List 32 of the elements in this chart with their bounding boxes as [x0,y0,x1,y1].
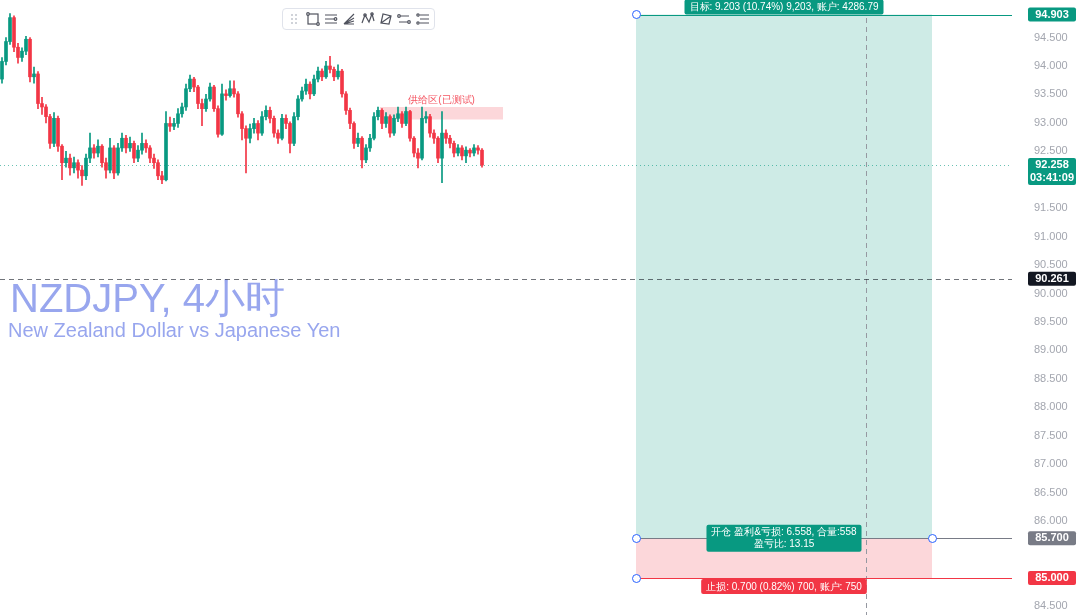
band-label: 目标: 9.203 (10.74%) 9,203, 账户: 4286.79 [689,1,879,13]
y-tick-label: 87.500 [1034,428,1068,441]
ref-line-label: 94.903 [1035,7,1069,20]
y-tick-label: 94.000 [1034,59,1068,72]
y-tick-label: 86.000 [1034,514,1068,527]
ref-line-label: 85.700 [1035,531,1069,544]
y-tick-label: 93.500 [1034,87,1068,100]
y-tick-label: 88.500 [1034,371,1068,384]
y-tick-label: 91.000 [1034,229,1068,242]
band-label: 供给区(已测试) [408,93,475,105]
annotation: 开仓 盈利&亏损: 6.558, 合量:558 [711,526,857,538]
y-tick-label: 89.000 [1034,343,1068,356]
y-tick-label: 92.500 [1034,144,1068,157]
y-tick-label: 89.500 [1034,315,1068,328]
y-tick-label: 91.500 [1034,201,1068,214]
candlestick [32,66,36,84]
y-tick-label: 86.500 [1034,485,1068,498]
text: New Zealand Dollar vs Japanese Yen [8,319,341,341]
y-tick-label: 90.500 [1034,258,1068,271]
y-tick-label: 94.500 [1034,30,1068,43]
annotation: 盈亏比: 13.15 [753,538,815,550]
ref-line-label: 85.000 [1035,571,1069,584]
text: 03:41:09 [1029,171,1075,184]
y-tick-label: 93.000 [1034,115,1068,128]
y-tick-label: 88.000 [1034,400,1068,413]
band-label: 止损: 0.700 (0.82%) 700, 账户: 750 [706,580,863,592]
text: NZDJPY, 4小时 [10,276,285,320]
y-tick-label: 84.500 [1034,599,1068,612]
y-tick-label: 87.000 [1034,457,1068,470]
ref-line-label: 92.258 [1035,158,1069,171]
y-tick-label: 90.000 [1034,286,1068,299]
ref-line-label: 90.261 [1035,271,1069,284]
